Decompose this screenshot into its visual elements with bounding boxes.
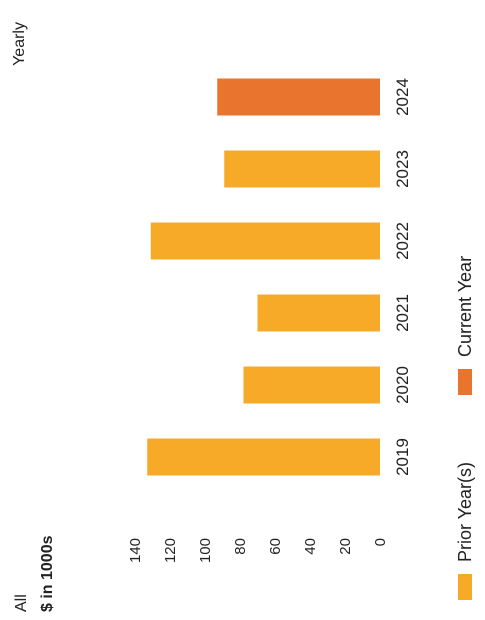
x-tick-label: 2019 (393, 438, 412, 476)
x-tick-label: 2023 (393, 150, 412, 188)
y-tick-label: 60 (267, 538, 284, 555)
x-tick-label: 2021 (393, 294, 412, 332)
y-axis-ticks: 0 20 40 60 80 100 120 140 (127, 538, 389, 563)
x-tick-label: 2020 (393, 366, 412, 404)
bar-2021[interactable] (257, 294, 381, 332)
y-tick-label: 20 (337, 538, 354, 555)
bar-2022[interactable] (150, 222, 380, 260)
legend: Prior Year(s) Current Year (455, 256, 475, 600)
bars (147, 78, 381, 476)
bar-2019[interactable] (147, 438, 380, 476)
scope-label[interactable]: All (13, 594, 30, 612)
y-tick-label: 0 (372, 538, 389, 546)
y-tick-label: 140 (127, 538, 144, 563)
legend-label: Current Year (455, 256, 475, 357)
bar-2023[interactable] (224, 150, 380, 188)
x-tick-label: 2024 (393, 78, 412, 116)
bar-2020[interactable] (243, 366, 381, 404)
legend-swatch (458, 369, 472, 395)
y-tick-label: 40 (302, 538, 319, 555)
y-tick-label: 100 (197, 538, 214, 563)
legend-label: Prior Year(s) (455, 462, 475, 562)
x-tick-label: 2022 (393, 222, 412, 260)
y-axis-title: $ in 1000s (39, 535, 56, 612)
y-tick-label: 120 (162, 538, 179, 563)
period-label[interactable]: Yearly (11, 22, 28, 66)
legend-swatch (458, 574, 472, 600)
y-tick-label: 80 (232, 538, 249, 555)
bar-2024[interactable] (217, 78, 380, 116)
x-axis-ticks: 2019 2020 2021 2022 2023 2024 (393, 78, 412, 476)
